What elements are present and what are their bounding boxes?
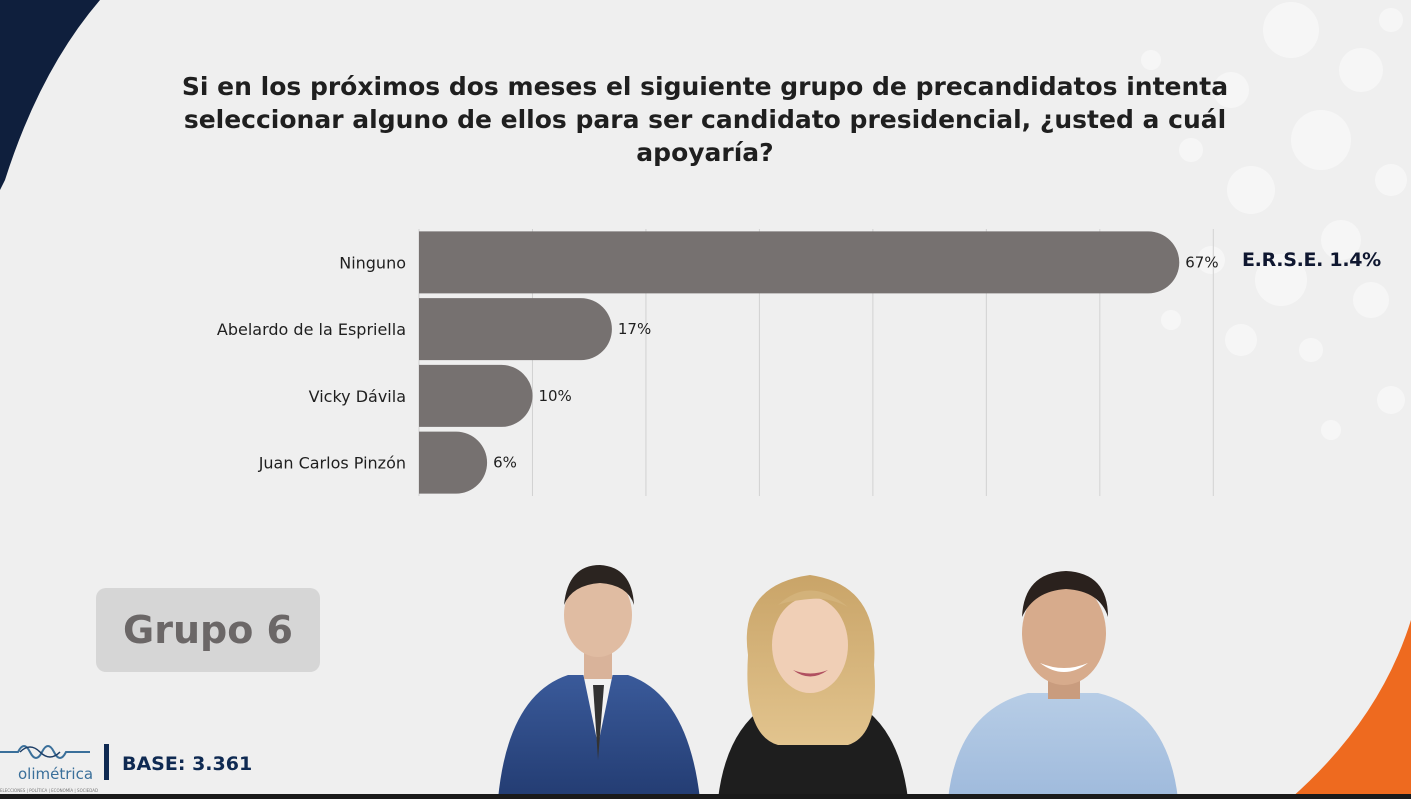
bar-2 bbox=[419, 364, 533, 427]
person-3 bbox=[948, 571, 1178, 799]
erse-label: E.R.S.E. 1.4% bbox=[1242, 249, 1381, 271]
chart-labels: Ninguno 67% Abelardo de la Espriella 17% Vic… bbox=[217, 253, 1219, 472]
bottom-border bbox=[0, 794, 1411, 799]
bar-chart: Ninguno 67% Abelardo de la Espriella 17% Vic… bbox=[217, 229, 1219, 496]
bar-3 bbox=[419, 431, 488, 494]
person-2 bbox=[718, 575, 908, 799]
company-logo: olimétrica ELECCIONES | POLÍTICA | ECONO… bbox=[0, 738, 100, 798]
value-label: 10% bbox=[538, 387, 571, 405]
category-label: Juan Carlos Pinzón bbox=[258, 454, 406, 473]
logo-subtitle: ELECCIONES | POLÍTICA | ECONOMÍA | SOCIE… bbox=[0, 788, 99, 793]
category-label: Vicky Dávila bbox=[309, 387, 406, 406]
chart-bars bbox=[419, 231, 1180, 494]
person-1 bbox=[498, 565, 700, 799]
navy-swoosh-decoration bbox=[0, 0, 100, 190]
group-label: Grupo 6 bbox=[123, 608, 293, 652]
bar-1 bbox=[419, 298, 612, 361]
chart-title: Si en los próximos dos meses el siguient… bbox=[181, 72, 1229, 167]
footer-divider bbox=[104, 744, 109, 780]
bar-0 bbox=[419, 231, 1180, 294]
value-label: 67% bbox=[1185, 253, 1218, 271]
base-label: BASE: 3.361 bbox=[122, 753, 253, 775]
wave-logo-icon bbox=[0, 745, 90, 759]
category-label: Abelardo de la Espriella bbox=[217, 320, 406, 339]
logo-text: olimétrica bbox=[18, 765, 94, 783]
value-label: 6% bbox=[493, 454, 517, 472]
category-label: Ninguno bbox=[339, 253, 406, 272]
value-label: 17% bbox=[618, 320, 651, 338]
candidates-photo bbox=[498, 565, 1178, 799]
group-badge: Grupo 6 bbox=[96, 588, 320, 672]
